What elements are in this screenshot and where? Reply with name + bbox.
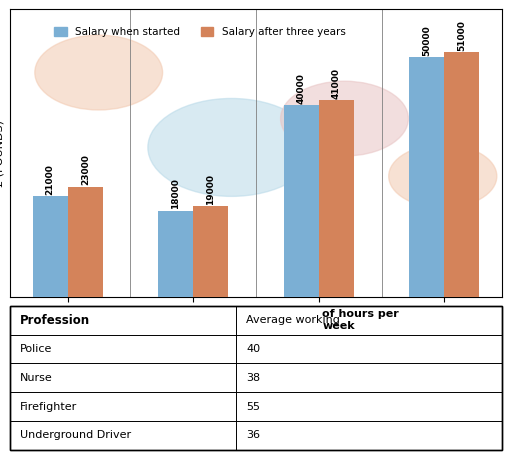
Circle shape bbox=[35, 35, 163, 110]
Bar bbox=[68, 187, 103, 297]
Text: 51000: 51000 bbox=[457, 20, 466, 51]
Text: 40: 40 bbox=[246, 344, 260, 354]
Text: 41000: 41000 bbox=[332, 68, 341, 99]
Text: 55: 55 bbox=[246, 402, 260, 412]
Text: 40000: 40000 bbox=[296, 73, 306, 104]
Text: Average working: Average working bbox=[246, 315, 344, 325]
Text: Profession: Profession bbox=[20, 313, 90, 327]
Text: of hours per
week: of hours per week bbox=[323, 309, 399, 331]
Bar bbox=[193, 206, 228, 297]
Text: 38: 38 bbox=[246, 373, 260, 383]
Bar bbox=[33, 196, 68, 297]
Legend: Salary when started, Salary after three years: Salary when started, Salary after three … bbox=[50, 23, 350, 41]
Text: Police: Police bbox=[20, 344, 52, 354]
Text: 23000: 23000 bbox=[81, 155, 90, 185]
Bar bbox=[284, 105, 319, 297]
Y-axis label: £ (POUNDS): £ (POUNDS) bbox=[0, 120, 5, 187]
Text: Nurse: Nurse bbox=[20, 373, 53, 383]
Text: 36: 36 bbox=[246, 431, 260, 441]
Bar bbox=[409, 57, 444, 297]
Text: 18000: 18000 bbox=[171, 179, 180, 209]
Text: 50000: 50000 bbox=[422, 25, 431, 56]
Bar bbox=[158, 211, 193, 297]
Circle shape bbox=[281, 81, 409, 156]
Bar bbox=[319, 101, 354, 297]
Text: 19000: 19000 bbox=[206, 174, 216, 205]
Title: SALARY COMPARISION: SALARY COMPARISION bbox=[143, 0, 369, 2]
FancyBboxPatch shape bbox=[10, 306, 502, 450]
Bar bbox=[444, 52, 479, 297]
Circle shape bbox=[389, 145, 497, 208]
Text: 21000: 21000 bbox=[46, 164, 55, 195]
Text: Underground Driver: Underground Driver bbox=[20, 431, 131, 441]
Text: Firefighter: Firefighter bbox=[20, 402, 77, 412]
Circle shape bbox=[148, 99, 315, 196]
